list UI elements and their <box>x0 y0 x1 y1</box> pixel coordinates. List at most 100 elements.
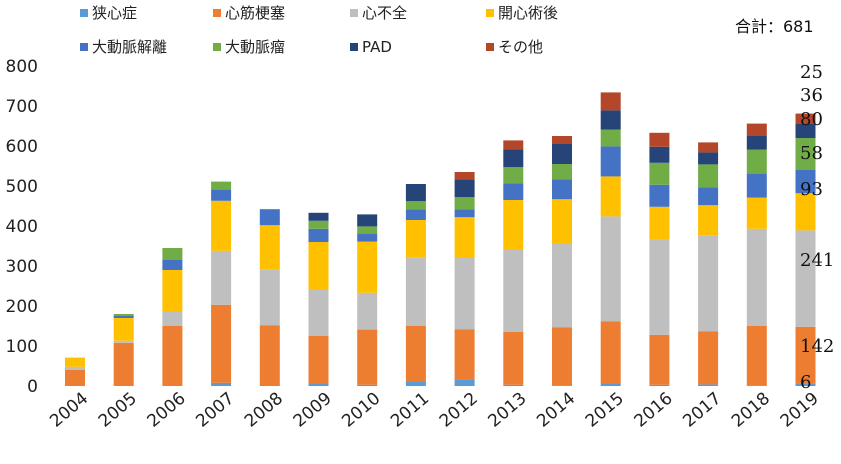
bar-segment <box>162 312 183 326</box>
bar-segment <box>503 183 524 200</box>
bar-segment <box>503 250 524 332</box>
bar-segment <box>113 342 134 386</box>
bar-segment <box>454 179 475 198</box>
legend-label: 大動脈瘤 <box>225 38 285 56</box>
legend-label: PAD <box>362 38 392 56</box>
bar-segment <box>552 164 572 180</box>
y-tick-label: 400 <box>6 217 38 237</box>
value-annotation: 6 <box>800 372 811 393</box>
bar-segment <box>405 220 426 258</box>
bars <box>65 92 816 386</box>
bar-segment <box>552 144 572 164</box>
bar-segment <box>552 199 572 244</box>
bar-segment <box>746 123 767 136</box>
bar-segment <box>357 214 378 227</box>
bar-segment <box>454 379 475 386</box>
x-tick-label: 2015 <box>582 389 628 432</box>
legend-label: 心筋梗塞 <box>225 4 285 22</box>
x-tick-label: 2017 <box>679 389 725 432</box>
y-tick-label: 500 <box>6 177 38 197</box>
legend-label: その他 <box>498 38 543 56</box>
bar-segment <box>698 142 719 153</box>
bar-segment <box>308 220 329 229</box>
value-annotation: 142 <box>800 336 834 357</box>
y-tick-label: 100 <box>6 337 38 357</box>
legend-label: 開心術後 <box>498 4 558 22</box>
bar-segment <box>211 200 232 251</box>
legend-swatch <box>80 9 88 17</box>
bar-segment <box>795 193 816 231</box>
bar-segment <box>746 197 767 229</box>
y-tick-label: 800 <box>6 57 38 77</box>
value-annotation: 58 <box>800 143 823 164</box>
value-annotation: 25 <box>800 62 823 83</box>
y-tick-label: 200 <box>6 297 38 317</box>
bar-segment <box>162 326 183 386</box>
bar-segment <box>795 123 816 138</box>
bar-segment <box>211 181 232 190</box>
bar-segment <box>65 370 85 386</box>
legend-swatch <box>486 9 494 17</box>
bar-segment <box>552 385 572 386</box>
value-annotation: 36 <box>800 85 823 106</box>
bar-segment <box>698 152 719 165</box>
bar-segment <box>357 226 378 234</box>
bar-segment <box>162 260 183 270</box>
value-annotation: 93 <box>800 179 823 200</box>
bar-segment <box>649 334 670 385</box>
legend-label: 大動脈解離 <box>92 38 167 56</box>
bar-segment <box>600 129 621 147</box>
bar-segment <box>795 113 816 124</box>
bar-segment <box>746 385 767 386</box>
bar-segment <box>698 235 719 332</box>
bar-segment <box>746 173 767 198</box>
bar-segment <box>649 239 670 335</box>
x-tick-label: 2018 <box>728 389 774 432</box>
x-axis: 2004 2005 2006 2007 2008 2009 2010 2011 2012 2013… <box>46 389 822 432</box>
bar-segment <box>357 292 378 330</box>
bar-segment <box>795 230 816 327</box>
y-tick-label: 600 <box>6 137 38 157</box>
bar-segment <box>454 329 475 380</box>
bar-segment <box>259 209 280 226</box>
bar-segment <box>600 384 621 386</box>
x-tick-label: 2016 <box>631 389 677 432</box>
bar-segment <box>698 164 719 188</box>
bar-segment <box>454 258 475 330</box>
y-axis: 0 100 200 300 400 500 600 700 800 <box>6 57 38 397</box>
x-tick-label: 2013 <box>485 389 531 432</box>
legend-swatch <box>486 43 494 51</box>
bar-segment <box>600 92 621 111</box>
bar-segment <box>649 206 670 240</box>
bar-segment <box>649 146 670 163</box>
bar-segment <box>113 318 134 341</box>
bar-segment <box>503 140 524 150</box>
bar-segment <box>746 228 767 326</box>
x-tick-label: 2006 <box>144 389 190 432</box>
bar-segment <box>649 132 670 147</box>
bar-segment <box>454 209 475 218</box>
bar-segment <box>308 228 329 242</box>
y-tick-label: 0 <box>27 377 38 397</box>
bar-segment <box>308 336 329 384</box>
legend-swatch <box>80 43 88 51</box>
bar-segment <box>600 321 621 384</box>
x-tick-label: 2011 <box>387 389 433 432</box>
x-tick-label: 2005 <box>95 389 141 432</box>
y-tick-label: 300 <box>6 257 38 277</box>
bar-segment <box>503 167 524 184</box>
x-tick-label: 2010 <box>338 389 384 432</box>
bar-segment <box>600 146 621 177</box>
bar-segment <box>405 326 426 382</box>
bar-segment <box>552 136 572 144</box>
bar-segment <box>308 242 329 290</box>
x-tick-label: 2004 <box>46 389 92 432</box>
bar-segment <box>746 149 767 174</box>
bar-segment <box>308 212 329 221</box>
bar-segment <box>698 187 719 206</box>
legend-swatch <box>350 9 358 17</box>
x-tick-label: 2008 <box>241 389 287 432</box>
